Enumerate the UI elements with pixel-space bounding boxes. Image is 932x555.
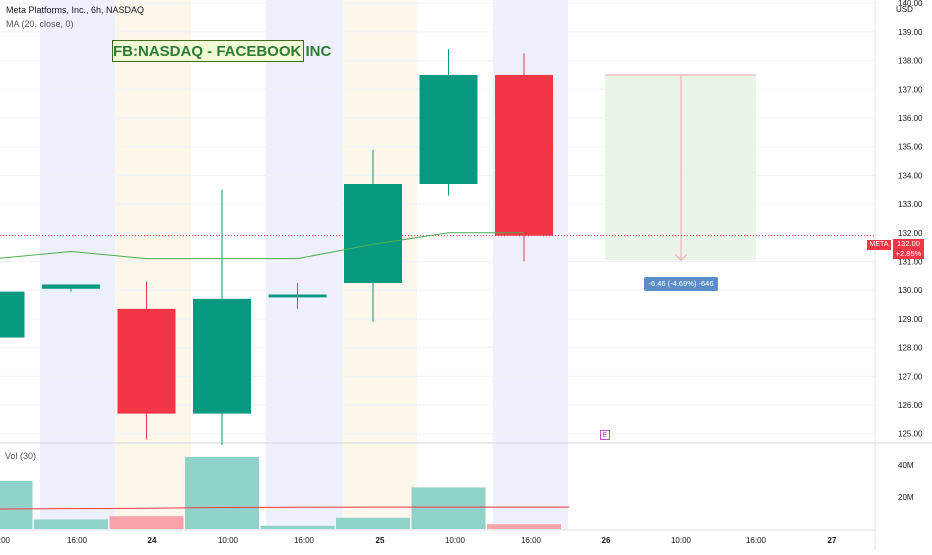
price-axis-label: 134.00: [898, 171, 923, 180]
price-axis-label: 132.00: [898, 229, 923, 238]
price-axis-label: 139.00: [898, 28, 923, 37]
session-band: [40, 0, 115, 530]
candle-body[interactable]: [117, 308, 176, 414]
candle-body[interactable]: [268, 294, 327, 298]
moving-average-line[interactable]: [0, 232, 524, 260]
price-axis-label: 130.00: [898, 286, 923, 295]
measure-arrow-head: [674, 253, 688, 262]
time-axis-label: 16:00: [67, 536, 88, 545]
time-axis-label: 27: [828, 536, 837, 545]
time-axis-label: 25: [376, 536, 385, 545]
time-axis-label: 16:00: [746, 536, 767, 545]
time-axis-label: 16:00: [294, 536, 315, 545]
volume-bar[interactable]: [0, 481, 33, 529]
time-axis-label: 24: [148, 536, 157, 545]
volume-ma-line: [0, 506, 570, 510]
price-axis-label: 136.00: [898, 114, 923, 123]
text-annotation[interactable]: FB:NASDAQ - FACEBOOK INC: [112, 40, 331, 62]
time-axis-label: 10:00: [0, 536, 11, 545]
volume-bar[interactable]: [185, 457, 259, 529]
session-band: [115, 0, 191, 530]
volume-bar[interactable]: [336, 517, 410, 529]
time-axis-label: 10:00: [445, 536, 466, 545]
candle-body[interactable]: [419, 74, 478, 185]
earnings-marker[interactable]: E: [600, 430, 610, 440]
volume-bar[interactable]: [109, 516, 184, 529]
price-tag-value: 132.00 +2.85%: [893, 239, 924, 259]
price-axis-label: 137.00: [898, 85, 923, 94]
candle-body[interactable]: [0, 291, 25, 338]
volume-axis-label: 20M: [898, 493, 914, 502]
price-tag-symbol: META: [867, 240, 891, 250]
volume-bar[interactable]: [411, 487, 486, 529]
price-axis-label: 133.00: [898, 200, 923, 209]
price-tag-change: +2.85%: [895, 249, 922, 258]
price-axis-label: 129.00: [898, 315, 923, 324]
price-axis-label: 140.00: [898, 0, 923, 8]
time-axis-label: 26: [602, 536, 611, 545]
ma-indicator-label[interactable]: MA (20, close, 0): [6, 19, 74, 29]
price-axis-label: 128.00: [898, 344, 923, 353]
candle-body[interactable]: [495, 74, 553, 236]
price-axis-label: 138.00: [898, 57, 923, 66]
time-axis-label: 10:00: [671, 536, 692, 545]
candle-body[interactable]: [193, 298, 251, 414]
price-axis-label: 131.00: [898, 258, 923, 267]
price-axis-label: 125.00: [898, 430, 923, 439]
candle-body[interactable]: [42, 284, 100, 289]
volume-indicator-label[interactable]: Vol (30): [5, 451, 37, 461]
price-range-measure-label: -6.46 (-4.69%) -646: [644, 277, 718, 291]
session-band: [266, 0, 342, 530]
time-axis-label: 16:00: [521, 536, 542, 545]
currency-label[interactable]: USD: [896, 5, 913, 14]
volume-bar[interactable]: [487, 524, 561, 529]
price-axis-label: 126.00: [898, 401, 923, 410]
price-tag-price: 132.00: [897, 239, 920, 248]
volume-bar[interactable]: [34, 519, 108, 529]
price-axis-label: 127.00: [898, 372, 923, 381]
price-axis-label: 135.00: [898, 143, 923, 152]
time-axis-label: 10:00: [218, 536, 239, 545]
symbol-title[interactable]: Meta Platforms, Inc., 6h, NASDAQ: [6, 5, 145, 15]
volume-axis-label: 40M: [898, 461, 914, 470]
candle-body[interactable]: [344, 184, 402, 284]
last-price-tag: META 132.00 +2.85%: [867, 239, 927, 259]
volume-bar[interactable]: [260, 525, 335, 529]
